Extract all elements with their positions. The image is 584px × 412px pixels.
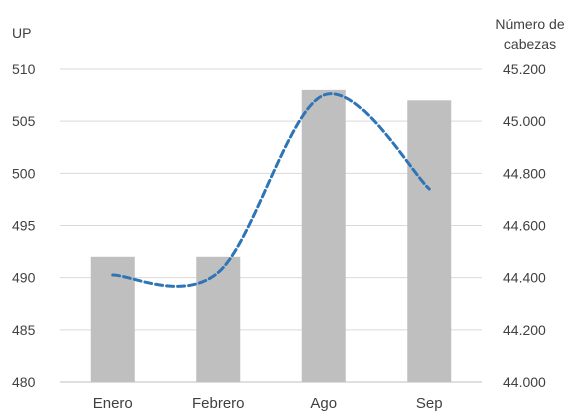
line-series	[111, 92, 431, 288]
bar	[196, 256, 241, 382]
right-axis-ticks: 44.000 44.200 44.400 44.600 44.800 45.000 45.2…	[503, 61, 546, 390]
left-axis-tick-label: 505	[12, 113, 36, 129]
right-axis-tick-label: 44.600	[503, 218, 546, 234]
right-axis-tick-label: 45.000	[503, 113, 546, 129]
right-axis-tick-label: 44.200	[503, 322, 546, 338]
left-axis-tick-label: 510	[12, 61, 36, 77]
left-axis-tick-label: 480	[12, 374, 36, 390]
left-axis-title: UP	[12, 25, 31, 41]
left-axis-tick-label: 500	[12, 165, 36, 181]
right-axis-title-line-2: cabezas	[504, 36, 556, 52]
category-label: Enero	[93, 395, 133, 412]
right-axis-tick-label: 45.200	[503, 61, 546, 77]
left-axis-tick-label: 495	[12, 218, 36, 234]
left-axis-ticks: 480 485 490 495 500 505 510	[12, 61, 36, 390]
category-label: Febrero	[192, 395, 245, 412]
right-axis-title-line-1: Número de	[495, 16, 564, 32]
dashed-trend-line	[111, 92, 431, 288]
left-axis-tick-label: 490	[12, 270, 36, 286]
category-label: Sep	[416, 395, 443, 412]
right-axis-tick-label: 44.000	[503, 374, 546, 390]
bar	[407, 100, 452, 383]
bar	[301, 89, 346, 382]
left-axis-tick-label: 485	[12, 322, 36, 338]
category-label: Ago	[310, 395, 337, 412]
bar-series	[90, 89, 452, 383]
right-axis-tick-label: 44.800	[503, 165, 546, 181]
category-labels: Enero Febrero Ago Sep	[93, 395, 443, 412]
right-axis-tick-label: 44.400	[503, 270, 546, 286]
